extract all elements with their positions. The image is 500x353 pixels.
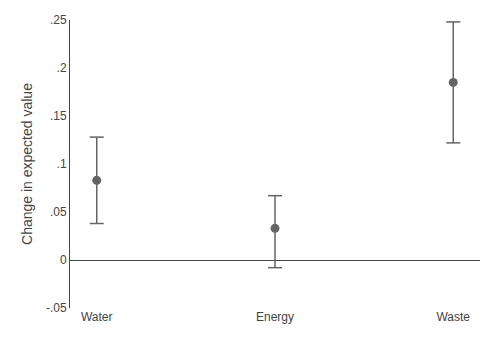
svg-text:.25: .25 — [50, 13, 67, 27]
svg-text:-.05: -.05 — [46, 301, 67, 315]
svg-text:Waste: Waste — [436, 310, 470, 324]
svg-text:.1: .1 — [57, 157, 67, 171]
svg-text:Energy: Energy — [256, 310, 294, 324]
svg-text:.15: .15 — [50, 109, 67, 123]
svg-text:0: 0 — [60, 253, 67, 267]
svg-text:.05: .05 — [50, 205, 67, 219]
svg-text:Change in expected value: Change in expected value — [19, 83, 35, 245]
svg-text:Water: Water — [81, 310, 113, 324]
svg-text:.2: .2 — [57, 61, 67, 75]
